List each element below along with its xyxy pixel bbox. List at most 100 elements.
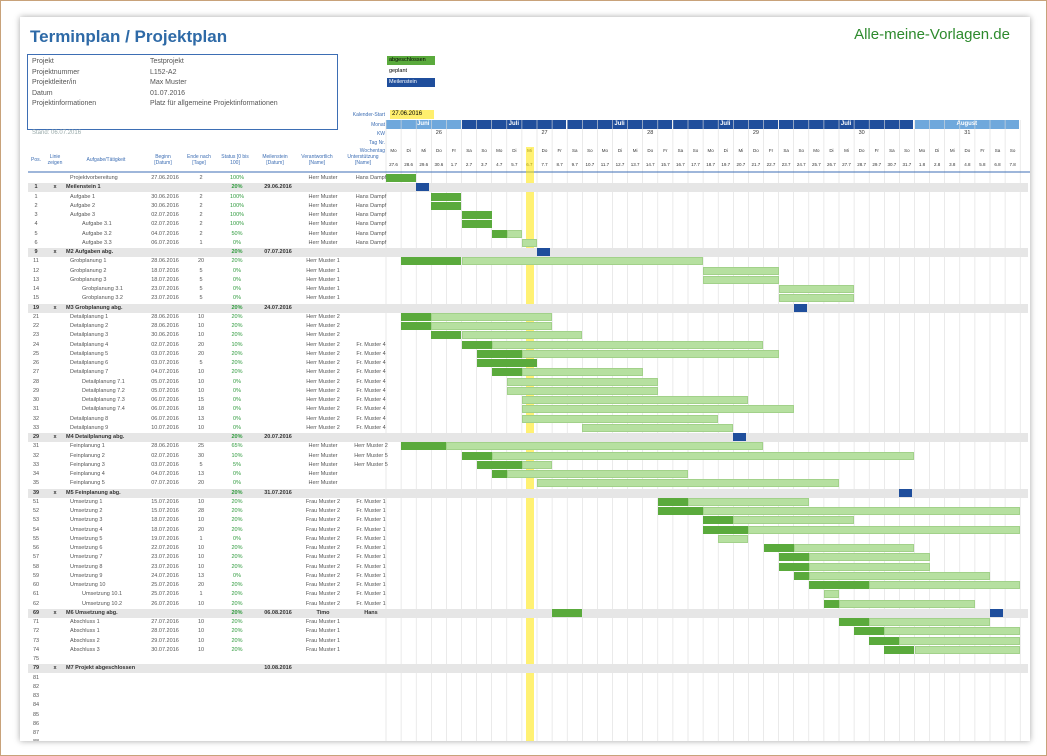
task-row[interactable]: 2 Aufgabe 2 30.06.2016 2 100% Herr Muster Hans… [28,201,1028,211]
milestone-row[interactable]: 79 x M7 Projekt abgeschlossen 10.08.2016 [28,664,1028,674]
bar-planned[interactable] [582,423,734,432]
bar-planned[interactable] [884,627,1021,636]
col-verantwortlich[interactable]: Verantwortlich [Name] [301,154,333,166]
task-row[interactable]: 13 Grobplanung 3 18.07.2016 5 0% Herr Muster … [28,275,1028,285]
bar-done[interactable] [793,571,809,580]
task-row[interactable]: 75 [28,655,1028,664]
bar-planned[interactable] [793,544,915,552]
task-row[interactable]: 86 [28,720,1028,729]
task-row[interactable]: 55 Umsetzung 5 19.07.2016 1 0% Frau Muster 2 F… [28,534,1028,544]
bar-planned[interactable] [778,285,855,293]
task-row[interactable]: 6 Aufgabe 3.3 06.07.2016 1 0% Herr Muster Hans… [28,238,1028,248]
bar-planned[interactable] [914,645,1021,654]
bar-done[interactable] [431,201,462,210]
col-pos[interactable]: Pos. [30,157,41,163]
task-row[interactable]: 26 Detailplanung 6 03.07.2016 5 20% Herr Must… [28,359,1028,368]
bar-planned[interactable] [521,368,643,377]
task-row[interactable]: 88 [28,738,1028,741]
milestone-row[interactable]: 19 x M3 Grobplanung abg. 20% 24.07.2016 [28,303,1028,313]
bar-planned[interactable] [521,349,779,358]
task-row[interactable]: 33 Feinplanung 3 03.07.2016 5 5% Herr Muster H… [28,460,1028,470]
bar-planned[interactable] [506,386,658,395]
task-row[interactable]: 32 Feinplanung 2 02.07.2016 30 10% Herr Muste… [28,451,1028,461]
task-row[interactable]: 51 Umsetzung 1 15.07.2016 10 20% Frau Muster … [28,497,1028,507]
task-row[interactable]: 31 Detailplanung 7.4 06.07.2016 18 0% Herr Mu… [28,405,1028,414]
bar-planned[interactable] [491,340,764,349]
bar-planned[interactable] [537,479,839,488]
task-row[interactable]: 4 Aufgabe 3.1 02.07.2016 2 100% Herr Muster Ha… [28,220,1028,229]
milestone-row[interactable]: 1 x Meilenstein 1 20% 29.06.2016 [28,183,1028,193]
info-value[interactable]: L152-A2 [150,68,177,76]
bar-done[interactable] [763,544,794,552]
task-row[interactable]: 85 [28,711,1028,720]
bar-planned[interactable] [521,460,553,469]
task-row[interactable]: 35 Feinplanung 5 07.07.2016 20 0% Herr Muster [28,479,1028,488]
task-row[interactable]: 84 [28,701,1028,710]
milestone-marker[interactable] [537,248,551,256]
col-meilenstein[interactable]: Meilenstein [Datum] [262,154,288,166]
task-row[interactable]: 57 Umsetzung 7 23.07.2016 10 20% Frau Muster … [28,553,1028,562]
bar-done[interactable] [823,599,839,608]
brand-logo[interactable]: Alle-meine-Vorlagen.de [854,26,1010,43]
task-row[interactable]: 1 Aufgabe 1 30.06.2016 2 100% Herr Muster Hans… [28,192,1028,202]
task-row[interactable]: 81 [28,674,1028,683]
task-row[interactable]: 27 Detailplanung 7 04.07.2016 10 20% Herr Mus… [28,368,1028,377]
bar-done[interactable] [431,192,462,201]
task-row[interactable]: 24 Detailplanung 4 02.07.2016 20 10% Herr Mus… [28,340,1028,350]
bar-done[interactable] [491,470,507,478]
bar-planned[interactable] [506,377,658,386]
bar-done[interactable] [401,442,447,451]
bar-done[interactable] [461,451,492,460]
milestone-row[interactable]: 29 x M4 Detailplanung abg. 20% 20.07.2016 [28,433,1028,442]
task-row[interactable]: 87 [28,729,1028,738]
bar-planned[interactable] [461,257,704,266]
bar-planned[interactable] [506,470,688,478]
bar-planned[interactable] [703,266,779,275]
milestone-row[interactable]: 39 x M5 Feinplanung abg. 20% 31.07.2016 [28,488,1028,498]
bar-done[interactable] [778,562,809,571]
milestone-marker[interactable] [733,433,747,441]
task-row[interactable]: 71 Abschluss 1 27.07.2016 10 20% Frau Muster … [28,618,1028,627]
bar-done[interactable] [461,220,492,229]
bar-done[interactable] [839,618,870,626]
task-row[interactable]: 72 Abschluss 1 28.07.2016 10 20% Frau Muster … [28,627,1028,636]
bar-done[interactable] [657,497,688,506]
bar-done[interactable] [401,312,432,321]
bar-done[interactable] [386,174,417,182]
task-row[interactable]: 53 Umsetzung 3 18.07.2016 10 20% Frau Muster … [28,516,1028,525]
bar-planned[interactable] [808,562,930,571]
task-row[interactable]: 73 Abschluss 2 29.07.2016 10 20% Frau Muster … [28,636,1028,646]
task-row[interactable]: 61 Umsetzung 10.1 25.07.2016 1 20% Frau Muste… [28,590,1028,599]
task-row[interactable]: 82 [28,683,1028,692]
bar-done[interactable] [461,211,492,219]
task-row[interactable]: 54 Umsetzung 4 18.07.2016 20 20% Frau Muster … [28,525,1028,535]
milestone-marker[interactable] [990,608,1004,617]
task-row[interactable]: 23 Detailplanung 3 30.06.2016 10 20% Herr Mus… [28,331,1028,340]
kalender-start-input[interactable]: 27.06.2016 [390,110,434,119]
task-row[interactable]: 11 Grobplanung 1 28.06.2016 20 20% Herr Muste… [28,257,1028,266]
task-row[interactable]: 56 Umsetzung 6 22.07.2016 10 20% Frau Muster … [28,544,1028,553]
bar-done[interactable] [869,636,900,645]
col-beginn[interactable]: Beginn [Datum] [154,154,172,166]
bar-done[interactable] [491,368,522,377]
bar-planned[interactable] [491,451,915,460]
bar-done[interactable] [703,525,749,534]
task-row[interactable]: 52 Umsetzung 2 15.07.2016 28 20% Frau Muster … [28,507,1028,516]
bar-done[interactable] [657,507,704,515]
info-value[interactable]: Max Muster [150,79,187,86]
info-value[interactable]: 01.07.2016 [150,89,186,97]
bar-planned[interactable] [823,590,839,599]
bar-planned[interactable] [461,331,583,340]
bar-planned[interactable] [899,636,1021,645]
bar-done[interactable] [854,627,885,636]
bar-planned[interactable] [778,294,855,303]
task-row[interactable]: 29 Detailplanung 7.2 05.07.2016 10 0% Herr Mu… [28,386,1028,396]
bar-done[interactable] [491,229,507,238]
bar-done[interactable] [884,645,915,654]
col-unterstuetzung[interactable]: Unterstützung [Name] [347,154,379,166]
col-status[interactable]: Status [0 bis 100] [221,154,249,166]
col-aufgabe[interactable]: Aufgabe/Tätigkeit [86,157,126,163]
bar-planned[interactable] [703,275,779,284]
task-row[interactable]: 15 Grobplanung 3.2 23.07.2016 5 0% Herr Muste… [28,294,1028,303]
bar-done[interactable] [431,331,462,340]
